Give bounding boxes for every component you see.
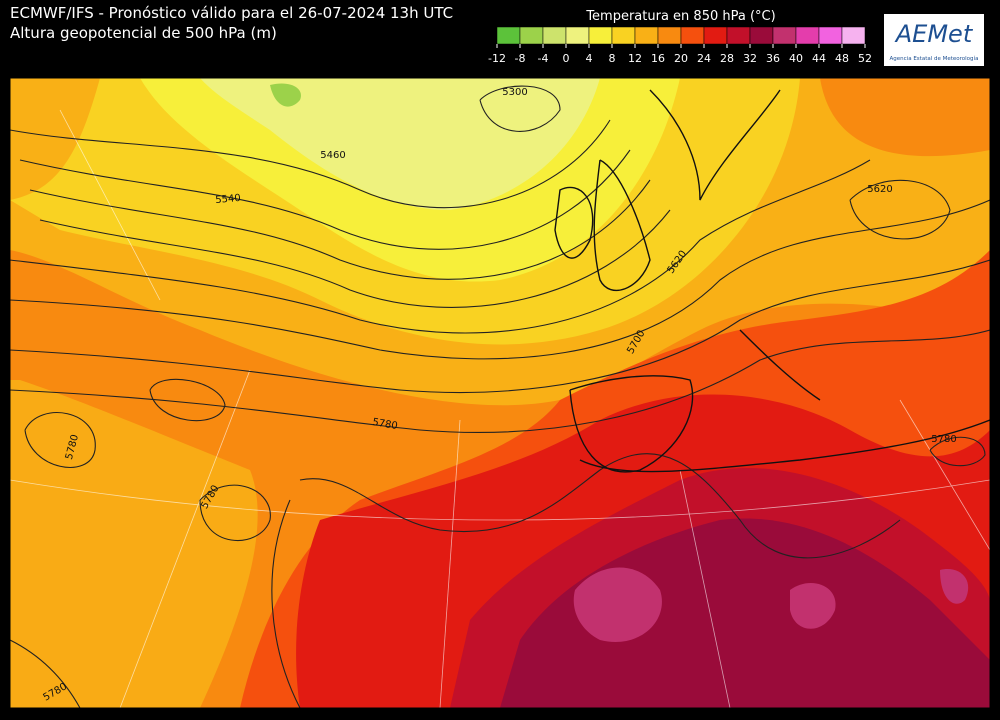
colorbar-tick-label: 12 (628, 52, 642, 65)
colorbar-bin (818, 26, 843, 45)
contour-label: 5300 (502, 87, 527, 98)
map-frame (9, 77, 991, 709)
title: ECMWF/IFS - Pronóstico válido para el 26… (10, 4, 454, 22)
colorbar-tick-label: 48 (835, 52, 849, 65)
contour-label: 5780 (371, 417, 398, 432)
colorbar-tick-label: -4 (538, 52, 549, 65)
colorbar-bin (772, 26, 797, 45)
colorbar-tick-label: 44 (812, 52, 826, 65)
contour-label: 5620 (867, 184, 892, 195)
colorbar-bin (496, 26, 521, 45)
contour-label: 5460 (320, 150, 345, 161)
colorbar-tick-label: 4 (586, 52, 593, 65)
colorbar: -12 -8 -4 0 4 8 12 16 20 24 28 32 36 40 44 48 52 (488, 26, 872, 65)
colorbar-tick-label: 40 (789, 52, 803, 65)
colorbar-tick-label: 8 (609, 52, 616, 65)
colorbar-tick-label: 28 (720, 52, 734, 65)
logo-caption: Agencia Estatal de Meteorología (890, 55, 979, 62)
colorbar-bin (634, 26, 659, 45)
colorbar-tick-label: -12 (488, 52, 506, 65)
logo-box (884, 14, 984, 66)
colorbar-tick-label: 20 (674, 52, 688, 65)
contours (10, 85, 990, 708)
colorbar-bin (841, 26, 866, 45)
contour-label: 5780 (931, 434, 956, 445)
colorbar-bin (611, 26, 636, 45)
colorbar-bin (703, 26, 728, 45)
colorbar-bin (726, 26, 751, 45)
logo-name: AEMet (894, 20, 974, 48)
colorbar-bin (795, 26, 820, 45)
colorbar-tick-label: 24 (697, 52, 711, 65)
colorbar-tick-label: -8 (515, 52, 526, 65)
colorbar-bin (519, 26, 544, 45)
map-field (10, 78, 990, 708)
colorbar-tick-label: 52 (858, 52, 872, 65)
graticule (10, 109, 990, 708)
colorbar-bin (657, 26, 682, 45)
colorbar-bin (588, 26, 613, 45)
colorbar-tick-label: 16 (651, 52, 665, 65)
colorbar-title: Temperatura en 850 hPa (°C) (585, 9, 775, 24)
colorbar-bin (542, 26, 567, 45)
colorbar-tick-label: 36 (766, 52, 780, 65)
contour-label: 5540 (215, 193, 241, 206)
colorbar-tick-label: 32 (743, 52, 757, 65)
colorbar-bin (749, 26, 774, 45)
colorbar-tick-label: 0 (563, 52, 570, 65)
colorbar-bin (565, 26, 590, 45)
colorbar-bin (680, 26, 705, 45)
subtitle: Altura geopotencial de 500 hPa (m) (10, 24, 277, 42)
coastlines (554, 89, 990, 473)
